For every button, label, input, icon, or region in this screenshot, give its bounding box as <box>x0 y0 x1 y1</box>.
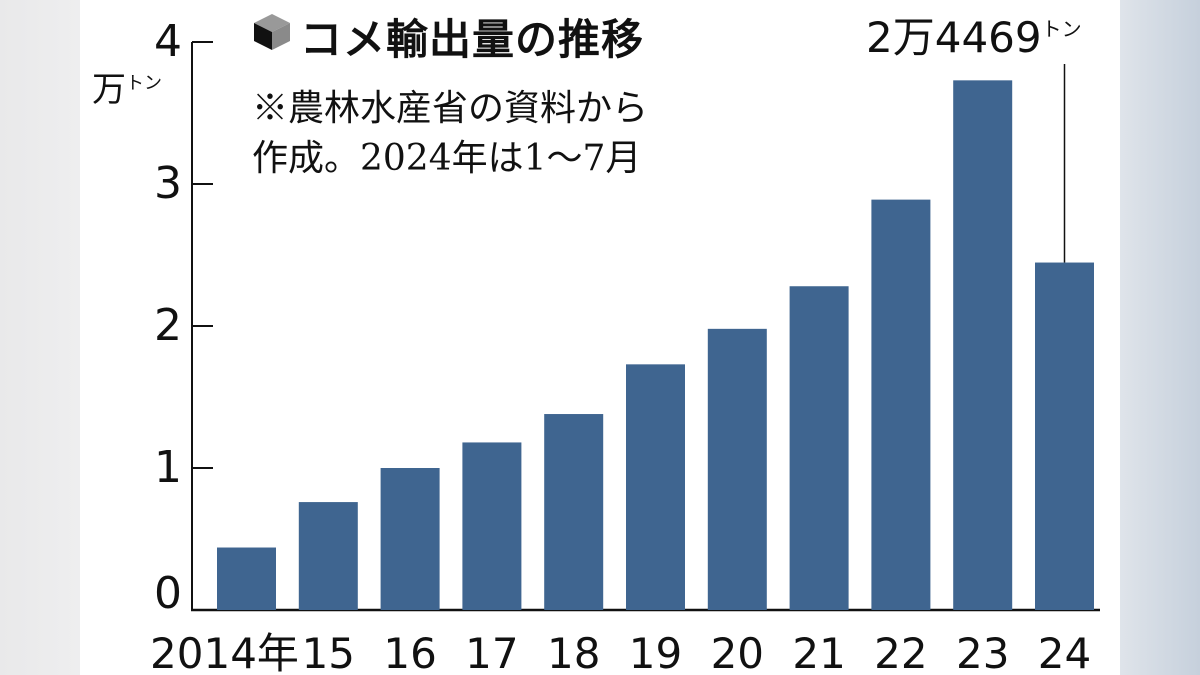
note-line-2: 作成。2024年は1〜7月 <box>252 138 642 179</box>
y-tick-label: 4 <box>154 16 182 67</box>
x-tick-label: 15 <box>302 629 355 675</box>
chart-title: コメ輸出量の推移 <box>300 15 645 64</box>
cube-icon <box>252 12 292 52</box>
chart-note: ※農林水産省の資料から 作成。2024年は1〜7月 <box>252 84 648 184</box>
note-line-1: ※農林水産省の資料から <box>252 88 649 129</box>
bar-19 <box>626 364 685 610</box>
x-tick-label: 2014年 <box>150 629 299 675</box>
x-tick-label: 24 <box>1038 629 1091 675</box>
bar-21 <box>789 286 849 610</box>
bar-17 <box>462 442 522 610</box>
y-tick-label: 3 <box>154 158 182 209</box>
x-tick-label: 23 <box>956 629 1009 675</box>
bar-20 <box>707 328 767 610</box>
y-tick-label: 1 <box>154 442 182 493</box>
x-tick-label: 21 <box>792 629 845 675</box>
bar-2014年 <box>217 547 276 610</box>
value-annotation: 2万4469トン <box>866 4 1082 65</box>
x-tick-label: 20 <box>711 629 764 675</box>
bar-18 <box>544 414 604 610</box>
x-tick-label: 18 <box>547 629 600 675</box>
x-tick-label: 16 <box>383 629 436 675</box>
x-tick-label: 17 <box>465 629 518 675</box>
y-tick-label: 0 <box>154 568 182 619</box>
bar-15 <box>298 502 358 610</box>
y-axis-unit: 万トン <box>92 62 162 111</box>
x-tick-label: 19 <box>629 629 682 675</box>
unit-main: 万 <box>92 70 126 110</box>
x-tick-label: 22 <box>874 629 927 675</box>
y-tick-label: 2 <box>154 300 182 351</box>
annotation-value: 2万4469 <box>866 13 1042 62</box>
unit-sub: トン <box>126 73 162 94</box>
bar-24 <box>1035 262 1094 610</box>
bar-16 <box>380 468 440 610</box>
annotation-unit: トン <box>1041 17 1082 41</box>
bar-22 <box>871 199 931 610</box>
bar-23 <box>953 80 1013 611</box>
